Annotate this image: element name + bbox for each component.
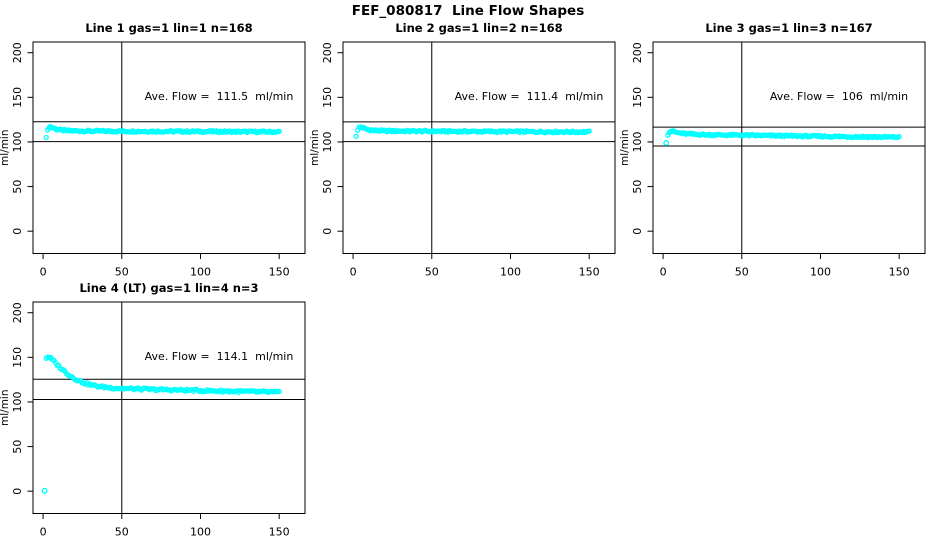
plot-area: 0 50 100 150 0 50 100 150 200 bbox=[631, 41, 926, 279]
plot-box bbox=[342, 41, 616, 254]
outlier-point bbox=[41, 487, 48, 494]
panel-title: Line 2 gas=1 lin=2 n=168 bbox=[395, 21, 562, 35]
x-tick-label: 0 bbox=[40, 526, 47, 539]
plot-box bbox=[652, 41, 926, 254]
plot-area: 0 50 100 150 0 50 100 150 200 bbox=[11, 41, 306, 279]
y-axis-label: ml/min bbox=[309, 130, 321, 166]
x-tick-label: 0 bbox=[660, 266, 667, 279]
panel-title: Line 1 gas=1 lin=1 n=168 bbox=[85, 21, 252, 35]
data-point bbox=[353, 133, 359, 139]
y-tick-label: 150 bbox=[321, 87, 334, 108]
x-tick-label: 150 bbox=[269, 526, 290, 539]
x-tick-label: 150 bbox=[889, 266, 910, 279]
data-points bbox=[41, 354, 282, 494]
x-tick-label: 50 bbox=[735, 266, 749, 279]
plot-box bbox=[32, 41, 306, 254]
data-points bbox=[663, 128, 902, 146]
plot-area: 0 50 100 150 0 50 100 150 200 bbox=[11, 301, 306, 539]
panel-line-1: Line 1 gas=1 lin=1 n=168 Ave. Flow = 111… bbox=[0, 21, 306, 279]
data-point bbox=[276, 128, 282, 135]
ave-flow-annotation: Ave. Flow = 111.4 ml/min bbox=[455, 90, 604, 103]
plot-area: 0 50 100 150 0 50 100 150 200 bbox=[321, 41, 616, 279]
outlier-point bbox=[663, 139, 670, 146]
x-tick-label: 100 bbox=[810, 266, 831, 279]
y-tick-label: 200 bbox=[321, 42, 334, 63]
y-tick-label: 200 bbox=[11, 302, 24, 323]
y-tick-label: 50 bbox=[11, 440, 24, 454]
x-tick-label: 100 bbox=[190, 266, 211, 279]
plot-box bbox=[32, 301, 306, 514]
panel-title: Line 3 gas=1 lin=3 n=167 bbox=[705, 21, 872, 35]
y-tick-label: 150 bbox=[631, 87, 644, 108]
x-tick-label: 50 bbox=[115, 526, 129, 539]
x-tick-label: 100 bbox=[190, 526, 211, 539]
x-tick-label: 50 bbox=[115, 266, 129, 279]
x-tick-label: 50 bbox=[425, 266, 439, 279]
x-tick-label: 100 bbox=[500, 266, 521, 279]
data-point bbox=[43, 134, 49, 141]
panel-title: Line 4 (LT) gas=1 lin=4 n=3 bbox=[79, 281, 258, 295]
panel-line-4-lt: Line 4 (LT) gas=1 lin=4 n=3 Ave. Flow = … bbox=[0, 281, 306, 539]
main-title: FEF_080817 Line Flow Shapes bbox=[352, 3, 584, 19]
data-point bbox=[896, 133, 902, 140]
x-tick-label: 0 bbox=[40, 266, 47, 279]
y-tick-label: 50 bbox=[11, 180, 24, 194]
x-tick-label: 150 bbox=[269, 266, 290, 279]
x-tick-label: 0 bbox=[350, 266, 357, 279]
panel-line-2: Line 2 gas=1 lin=2 n=168 Ave. Flow = 111… bbox=[309, 21, 616, 279]
y-tick-label: 200 bbox=[631, 42, 644, 63]
ave-flow-annotation: Ave. Flow = 106 ml/min bbox=[770, 90, 908, 103]
y-tick-label: 100 bbox=[321, 131, 334, 152]
y-tick-label: 0 bbox=[321, 228, 334, 235]
y-axis-label: ml/min bbox=[619, 130, 631, 166]
y-tick-label: 50 bbox=[631, 180, 644, 194]
y-tick-label: 50 bbox=[321, 180, 334, 194]
y-tick-label: 200 bbox=[11, 42, 24, 63]
y-axis-label: ml/min bbox=[0, 390, 11, 426]
y-tick-label: 100 bbox=[631, 131, 644, 152]
data-points bbox=[43, 123, 282, 141]
data-point bbox=[586, 128, 592, 134]
y-tick-label: 0 bbox=[11, 488, 24, 495]
panel-line-3: Line 3 gas=1 lin=3 n=167 Ave. Flow = 106… bbox=[619, 21, 926, 279]
data-points bbox=[353, 124, 592, 139]
ave-flow-annotation: Ave. Flow = 111.5 ml/min bbox=[145, 90, 294, 103]
data-point bbox=[276, 388, 282, 395]
y-tick-label: 150 bbox=[11, 347, 24, 368]
y-tick-label: 0 bbox=[11, 228, 24, 235]
x-tick-label: 150 bbox=[579, 266, 600, 279]
y-tick-label: 0 bbox=[631, 228, 644, 235]
y-tick-label: 150 bbox=[11, 87, 24, 108]
y-tick-label: 100 bbox=[11, 391, 24, 412]
y-tick-label: 100 bbox=[11, 131, 24, 152]
ave-flow-annotation: Ave. Flow = 114.1 ml/min bbox=[145, 350, 294, 363]
y-axis-label: ml/min bbox=[0, 130, 11, 166]
